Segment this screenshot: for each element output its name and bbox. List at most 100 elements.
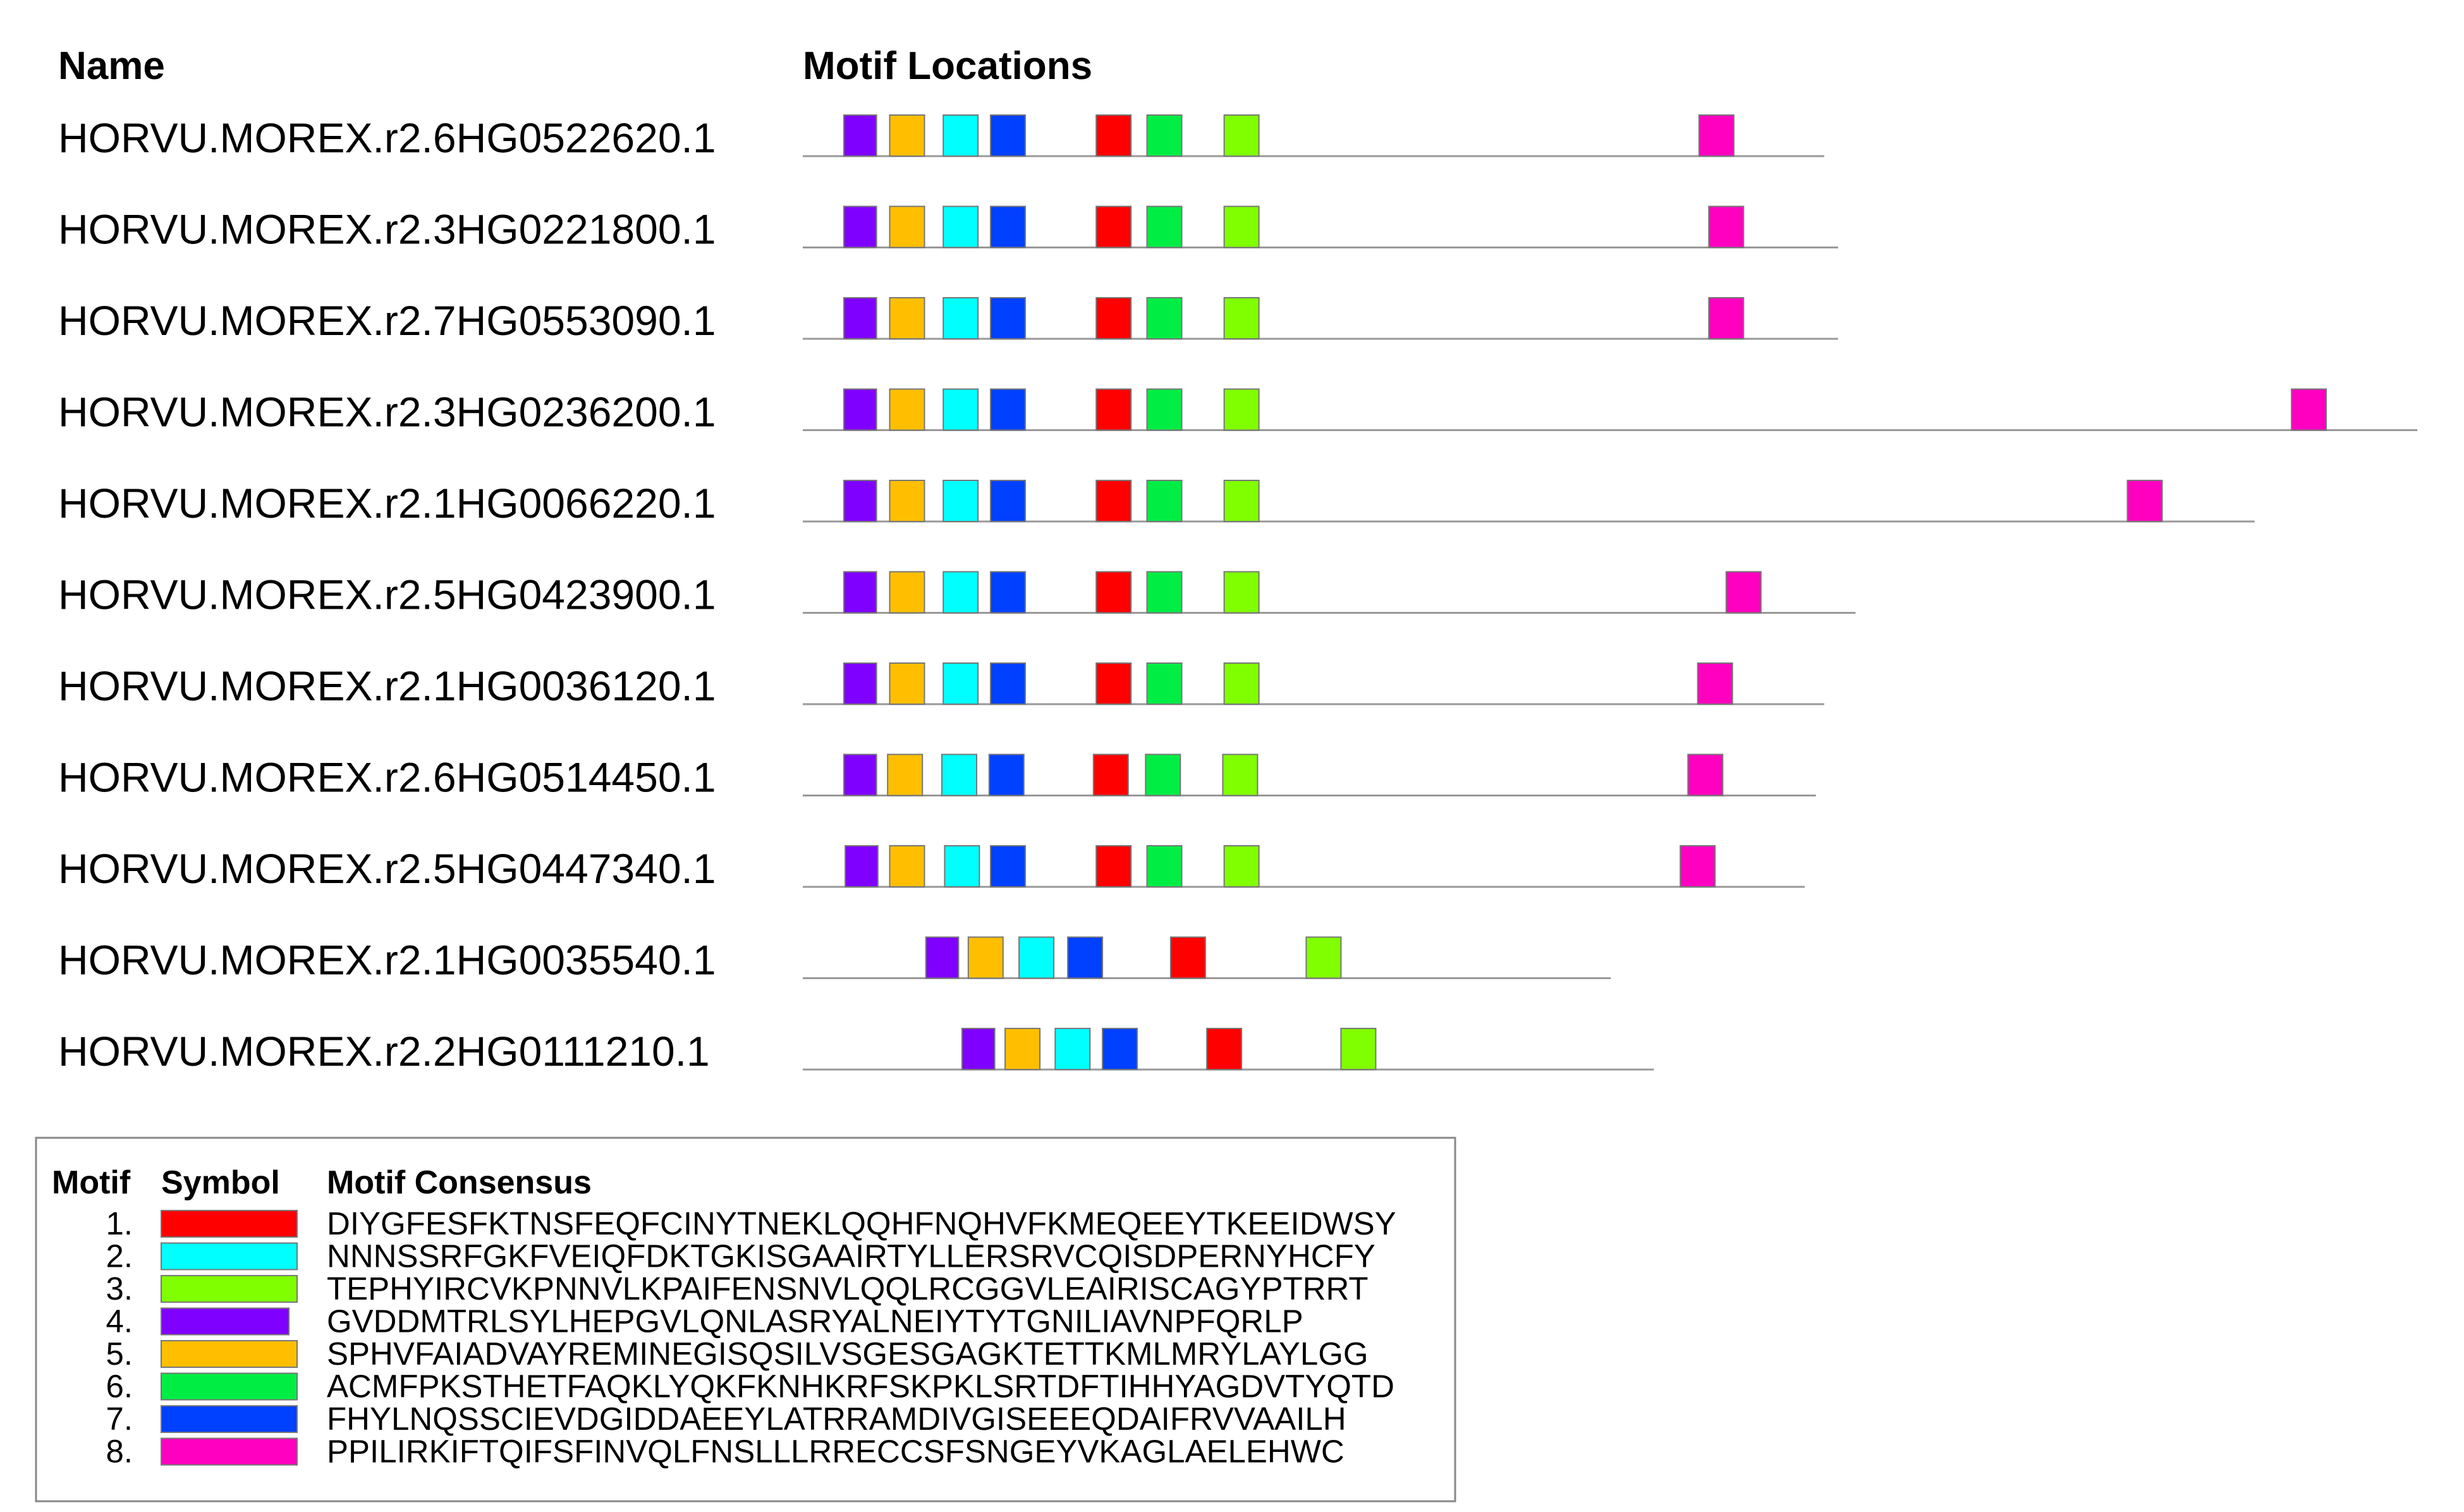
motif-site (961, 1028, 996, 1070)
motif-site (942, 205, 979, 248)
legend-consensus-header: Motif Consensus (327, 1164, 592, 1201)
motif-site (942, 571, 979, 614)
motif-site (1223, 297, 1260, 339)
motif-site (925, 936, 960, 979)
legend-consensus: TEPHYIRCVKPNNVLKPAIFENSNVLQQLRCGGVLEAIRI… (327, 1271, 1369, 1307)
motif-site (2291, 388, 2327, 431)
motif-site (1146, 388, 1183, 431)
legend-swatch (161, 1405, 298, 1433)
legend-consensus: NNNSSRFGKFVEIQFDKTGKISGAAIRTYLLERSRVCQIS… (327, 1238, 1375, 1274)
legend-symbol-header: Symbol (161, 1164, 280, 1201)
motif-site (990, 205, 1026, 248)
motif-site (944, 845, 980, 887)
motif-site (843, 388, 877, 431)
motif-site (1146, 662, 1183, 705)
motif-site (2126, 480, 2163, 522)
legend-swatch (161, 1340, 298, 1368)
motif-site (1223, 845, 1260, 887)
motif-site (990, 571, 1026, 614)
motif-site (1223, 571, 1260, 614)
sequence-name: HORVU.MOREX.r2.3HG0221800.1 (58, 206, 716, 253)
locations-header: Motif Locations (803, 44, 1092, 88)
motif-site (1054, 1028, 1091, 1070)
motif-site (887, 753, 924, 796)
sequence-name: HORVU.MOREX.r2.6HG0522620.1 (58, 114, 716, 161)
motif-site (1708, 297, 1745, 339)
motif-site (1222, 753, 1259, 796)
sequence-name: HORVU.MOREX.r2.3HG0236200.1 (58, 389, 716, 436)
motif-site (1145, 753, 1181, 796)
motif-site (889, 388, 925, 431)
motif-site (1095, 114, 1132, 157)
legend-motif-header: Motif (52, 1164, 131, 1201)
motif-site (1095, 480, 1132, 522)
legend-swatch (161, 1372, 298, 1401)
legend-swatch (161, 1210, 298, 1238)
motif-site (889, 480, 925, 522)
legend-consensus: DIYGFESFKTNSFEQFCINYTNEKLQQHFNQHVFKMEQEE… (327, 1205, 1396, 1241)
legend-consensus: ACMFPKSTHETFAQKLYQKFKNHKRFSKPKLSRTDFTIHH… (327, 1369, 1394, 1405)
sequence-name: HORVU.MOREX.r2.1HG0035540.1 (58, 937, 716, 984)
motif-site (1018, 936, 1055, 979)
motif-site (1708, 205, 1745, 248)
legend-number: 1. (106, 1205, 133, 1241)
motif-site (988, 753, 1025, 796)
motif-site (1169, 936, 1206, 979)
motif-site (843, 480, 877, 522)
legend-swatch (161, 1242, 298, 1271)
motif-site (1095, 571, 1132, 614)
motif-site (1223, 114, 1260, 157)
motif-site (1223, 480, 1260, 522)
motif-site (1146, 571, 1183, 614)
motif-site (1146, 480, 1183, 522)
motif-site (1095, 845, 1132, 887)
motif-site (843, 114, 877, 157)
motif-site (843, 297, 877, 339)
motif-site (990, 297, 1026, 339)
motif-site (845, 845, 879, 887)
motif-site (942, 114, 979, 157)
legend-number: 4. (106, 1303, 133, 1339)
motif-site (942, 662, 979, 705)
motif-site (1146, 114, 1183, 157)
motif-site (941, 753, 977, 796)
legend-swatch (161, 1275, 298, 1303)
motif-site (942, 388, 979, 431)
legend-number: 3. (106, 1271, 133, 1307)
motif-site (1095, 662, 1132, 705)
motif-site (1680, 845, 1716, 887)
legend-number: 2. (106, 1238, 133, 1274)
motif-site (1102, 1028, 1138, 1070)
legend-number: 7. (106, 1401, 133, 1437)
motif-site (1146, 297, 1183, 339)
motif-site (843, 753, 877, 796)
motif-site (1687, 753, 1724, 796)
motif-site (889, 571, 925, 614)
motif-site (1725, 571, 1762, 614)
motif-site (1305, 936, 1342, 979)
legend-number: 5. (106, 1336, 133, 1372)
motif-site (889, 845, 925, 887)
motif-site (990, 388, 1026, 431)
motif-site (889, 297, 925, 339)
legend-consensus: SPHVFAIADVAYREMINEGISQSILVSGESGAGKTETTKM… (327, 1336, 1369, 1372)
motif-site (1698, 114, 1735, 157)
sequence-name: HORVU.MOREX.r2.1HG0036120.1 (58, 662, 716, 709)
motif-site (990, 845, 1026, 887)
motif-site (1146, 845, 1183, 887)
legend-consensus: GVDDMTRLSYLHEPGVLQNLASRYALNEIYTYTGNILIAV… (327, 1303, 1303, 1339)
motif-site (990, 114, 1026, 157)
motif-site (1004, 1028, 1041, 1070)
motif-site (942, 297, 979, 339)
motif-site (1095, 297, 1132, 339)
sequence-name: HORVU.MOREX.r2.7HG0553090.1 (58, 297, 716, 344)
motif-site (1095, 388, 1132, 431)
motif-site (1223, 388, 1260, 431)
motif-site (1092, 753, 1129, 796)
motif-site (1095, 205, 1132, 248)
legend-consensus: PPILIRKIFTQIFSFINVQLFNSLLLRRECCSFSNGEYVK… (327, 1434, 1345, 1470)
motif-site (1067, 936, 1104, 979)
motif-site (843, 571, 877, 614)
motif-site (990, 662, 1026, 705)
